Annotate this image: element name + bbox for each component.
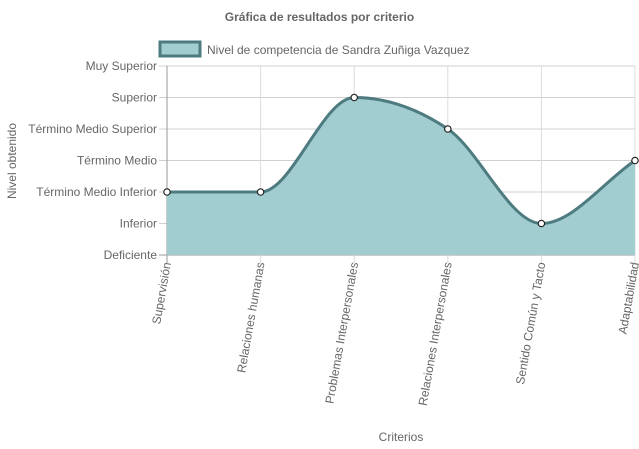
x-tick-label: Supervisión xyxy=(149,261,174,325)
data-point xyxy=(256,188,265,196)
data-point xyxy=(537,219,546,228)
y-tick-label: Superior xyxy=(112,91,157,105)
data-point xyxy=(163,188,171,196)
x-tick-label: Problemas Interpersonales xyxy=(322,261,361,405)
x-tick-label: Sentido Común y Tacto xyxy=(513,261,548,386)
y-tick-label: Deficiente xyxy=(104,248,158,262)
legend-swatch xyxy=(158,40,202,58)
y-tick-label: Término Medio Superior xyxy=(28,122,157,136)
legend[interactable]: Nivel de competencia de Sandra Zuñiga Va… xyxy=(158,40,470,58)
data-point xyxy=(350,93,359,102)
x-axis-ticks: Supervisión Relaciones humanas Problemas I… xyxy=(149,261,639,407)
y-tick-label: Término Medio xyxy=(77,154,157,168)
y-axis-title: Nivel obtenido xyxy=(5,123,19,199)
y-axis-ticks: Deficiente Inferior Término Medio Inferior… xyxy=(28,59,157,262)
x-axis-title: Criterios xyxy=(379,430,424,444)
data-point xyxy=(443,125,452,133)
y-tick-label: Muy Superior xyxy=(86,59,157,73)
x-tick-label: Relaciones Interpersonales xyxy=(416,261,455,407)
series-fill xyxy=(167,97,635,255)
x-tick-label: Adaptabilidad xyxy=(616,261,639,335)
y-tick-label: Término Medio Inferior xyxy=(36,185,157,199)
data-point xyxy=(631,156,639,165)
x-tick-label: Relaciones humanas xyxy=(234,261,267,374)
series-area xyxy=(166,95,636,255)
chart-title: Gráfica de resultados por criterio xyxy=(225,10,414,24)
data-points xyxy=(163,93,639,228)
y-tick-label: Inferior xyxy=(120,217,157,231)
legend-label: Nivel de competencia de Sandra Zuñiga Va… xyxy=(207,43,470,57)
